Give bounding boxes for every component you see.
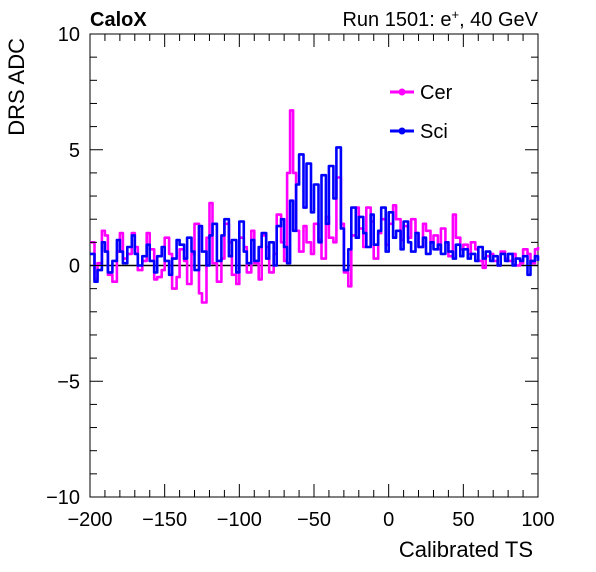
chart-header-right: Run 1501: e+, 40 GeV	[342, 7, 538, 32]
y-tick-label: −10	[46, 487, 80, 509]
chart-header-left: CaloX	[90, 9, 147, 31]
legend-marker	[398, 88, 406, 96]
y-tick-label: −5	[57, 371, 80, 393]
series-line-cer	[90, 109, 540, 304]
y-tick-label: 10	[58, 24, 80, 46]
series-line-sci	[90, 146, 540, 283]
x-tick-label: −200	[67, 509, 112, 531]
y-tick-label: 0	[69, 256, 80, 278]
x-tick-label: 100	[521, 509, 554, 531]
x-tick-label: −50	[297, 509, 331, 531]
y-tick-label: 5	[69, 140, 80, 162]
x-tick-label: −150	[142, 509, 187, 531]
legend-marker	[398, 127, 406, 135]
legend-label: Cer	[420, 82, 453, 104]
legend-entry-sci: Sci	[390, 121, 448, 143]
legend-entry-cer: Cer	[390, 82, 453, 104]
x-tick-label: 0	[383, 509, 394, 531]
y-axis-title: DRS ADC	[4, 38, 29, 136]
legend: Cer Sci	[390, 82, 453, 143]
series-layer	[90, 109, 540, 304]
x-axis-title: Calibrated TS	[399, 537, 533, 562]
legend-label: Sci	[420, 121, 448, 143]
x-tick-label: 50	[452, 509, 474, 531]
x-tick-label: −100	[217, 509, 262, 531]
